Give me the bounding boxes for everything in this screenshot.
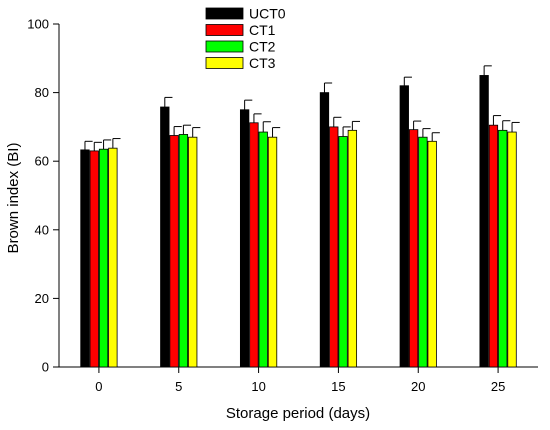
x-tick-label: 15 xyxy=(331,379,345,394)
y-tick-label: 0 xyxy=(42,360,49,375)
bar-ct2-20 xyxy=(418,136,428,368)
bar-ct2-10 xyxy=(258,131,268,368)
y-tick-label: 40 xyxy=(35,222,49,237)
legend-label-ct3: CT3 xyxy=(249,55,276,71)
y-tick-label: 60 xyxy=(35,154,49,169)
bar-ct1-10 xyxy=(249,122,259,368)
bar-ct3-15 xyxy=(347,129,358,368)
bar-ct1-25 xyxy=(488,124,499,368)
bar-ct3-0 xyxy=(108,147,118,368)
bar-ct3-20 xyxy=(427,140,437,368)
bar-uct0-10 xyxy=(239,109,250,368)
bar-uct0-20 xyxy=(399,85,409,368)
bar-ct2-5 xyxy=(178,134,189,368)
bar-ct2-15 xyxy=(338,136,348,368)
legend-label-ct2: CT2 xyxy=(249,39,276,55)
bar-ct2-25 xyxy=(498,129,508,368)
bar-ct2-0 xyxy=(98,148,109,368)
x-tick-label: 10 xyxy=(251,379,265,394)
bar-ct3-25 xyxy=(507,131,517,368)
legend-swatch-uct0 xyxy=(205,7,244,20)
x-tick-label: 5 xyxy=(175,379,182,394)
y-tick-label: 80 xyxy=(35,85,49,100)
y-axis-label: Brown index (BI) xyxy=(5,143,22,254)
legend-label-ct1: CT1 xyxy=(249,22,276,38)
bar-uct0-0 xyxy=(80,149,90,368)
bar-ct3-5 xyxy=(188,136,198,368)
legend-swatch-ct3 xyxy=(205,57,244,69)
bar-ct1-20 xyxy=(408,129,419,368)
x-tick-label: 20 xyxy=(411,379,425,394)
y-tick-label: 100 xyxy=(27,17,49,32)
bar-ct1-15 xyxy=(329,126,339,368)
legend-swatch-ct2 xyxy=(205,40,244,53)
bar-ct3-10 xyxy=(267,136,278,368)
bar-uct0-5 xyxy=(160,106,170,368)
x-tick-label: 0 xyxy=(95,379,102,394)
x-tick-label: 25 xyxy=(491,379,505,394)
x-axis-label: Storage period (days) xyxy=(226,405,370,422)
bar-ct1-5 xyxy=(169,135,179,368)
legend-label-uct0: UCT0 xyxy=(249,6,286,22)
bar-ct1-0 xyxy=(89,150,99,368)
bar-uct0-15 xyxy=(319,92,330,368)
legend-swatch-ct1 xyxy=(205,24,244,36)
axes: 0 20 40 60 80 100 0 5 10 15 20 25 xyxy=(27,17,538,394)
bar-uct0-25 xyxy=(479,75,489,368)
y-tick-label: 20 xyxy=(35,291,49,306)
bars xyxy=(80,65,520,368)
